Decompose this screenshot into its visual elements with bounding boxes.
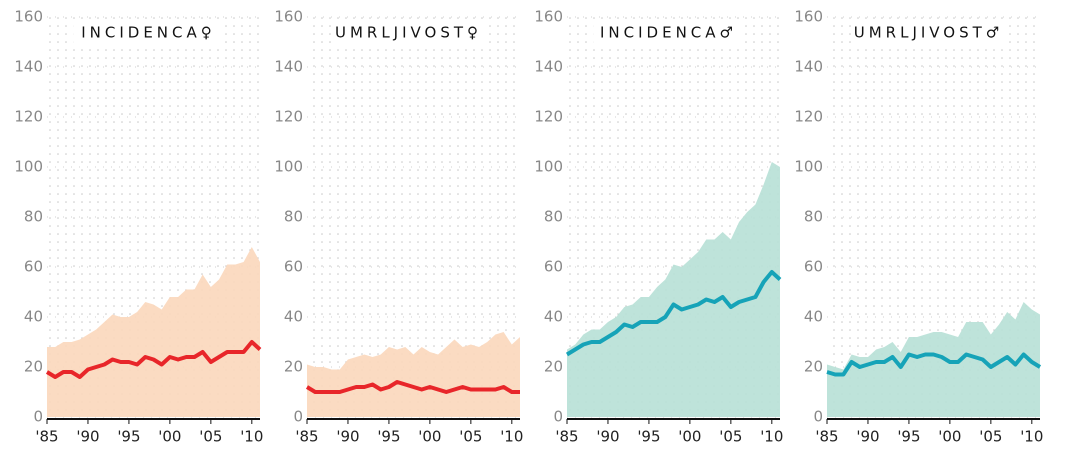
title-bg: [853, 20, 1004, 46]
y-tick-label: 20: [804, 358, 823, 376]
line: [305, 380, 520, 394]
title-bg: [333, 20, 484, 46]
y-tick-label: 20: [24, 358, 43, 376]
y-tick-label: 60: [284, 258, 303, 276]
x-tick-label: '90: [336, 428, 359, 446]
x-tick-label: '85: [815, 428, 838, 446]
x-tick-label: '10: [240, 428, 263, 446]
y-tick-label: 0: [33, 408, 43, 426]
x-tick-label: '05: [719, 428, 742, 446]
y-tick-label: 60: [544, 258, 563, 276]
area: [827, 302, 1040, 417]
x-tick-label: '10: [1020, 428, 1043, 446]
x-tick-label: '05: [199, 428, 222, 446]
y-tick-label: 120: [794, 108, 823, 126]
y-tick-label: 100: [14, 158, 43, 176]
y-tick-label: 0: [293, 408, 303, 426]
y-tick-label: 140: [534, 58, 563, 76]
y-tick-label: 160: [794, 8, 823, 26]
y-tick-label: 40: [24, 308, 43, 326]
x-tick-label: '95: [897, 428, 920, 446]
title-bg: [73, 20, 224, 46]
y-tick-label: 0: [553, 408, 563, 426]
y-tick-label: 0: [813, 408, 823, 426]
y-tick-label: 80: [24, 208, 43, 226]
x-tick-label: '95: [637, 428, 660, 446]
title-bg: [593, 20, 744, 46]
x-tick-label: '10: [760, 428, 783, 446]
chart-title: INCIDENCA♀: [81, 24, 216, 42]
y-tick-label: 160: [14, 8, 43, 26]
y-tick-label: 100: [534, 158, 563, 176]
y-tick-label: 140: [14, 58, 43, 76]
line: [45, 340, 262, 379]
x-tick-label: '85: [295, 428, 318, 446]
x-tick-label: '90: [76, 428, 99, 446]
y-tick-label: 40: [804, 308, 823, 326]
x-tick-label: '00: [418, 428, 441, 446]
chart-title: UMRLJIVOST♂: [854, 24, 1003, 42]
x-tick-label: '85: [35, 428, 58, 446]
x-tick-label: '90: [596, 428, 619, 446]
x-tick-label: '90: [856, 428, 879, 446]
y-tick-label: 20: [544, 358, 563, 376]
x-tick-label: '95: [377, 428, 400, 446]
x-tick-label: '85: [555, 428, 578, 446]
x-tick-label: '05: [979, 428, 1002, 446]
y-tick-label: 40: [544, 308, 563, 326]
y-tick-label: 80: [804, 208, 823, 226]
line: [565, 270, 782, 357]
y-tick-label: 140: [274, 58, 303, 76]
x-tick-label: '00: [678, 428, 701, 446]
y-tick-label: 160: [534, 8, 563, 26]
area: [567, 162, 780, 417]
y-tick-label: 100: [794, 158, 823, 176]
x-tick-label: '95: [117, 428, 140, 446]
y-tick-label: 140: [794, 58, 823, 76]
y-tick-label: 120: [14, 108, 43, 126]
y-tick-label: 120: [274, 108, 303, 126]
x-tick-label: '10: [500, 428, 523, 446]
x-tick-label: '00: [158, 428, 181, 446]
line: [826, 352, 1042, 377]
area: [307, 332, 520, 417]
y-tick-label: 100: [274, 158, 303, 176]
area: [47, 247, 260, 417]
y-tick-label: 20: [284, 358, 303, 376]
y-tick-label: 60: [804, 258, 823, 276]
y-tick-label: 80: [284, 208, 303, 226]
chart-title: UMRLJIVOST♀: [335, 24, 482, 42]
y-tick-label: 40: [284, 308, 303, 326]
x-tick-label: '05: [459, 428, 482, 446]
x-tick-label: '00: [938, 428, 961, 446]
chart-title: INCIDENCA♂: [600, 24, 737, 42]
y-tick-label: 60: [24, 258, 43, 276]
y-tick-label: 80: [544, 208, 563, 226]
y-tick-label: 160: [274, 8, 303, 26]
y-tick-label: 120: [534, 108, 563, 126]
